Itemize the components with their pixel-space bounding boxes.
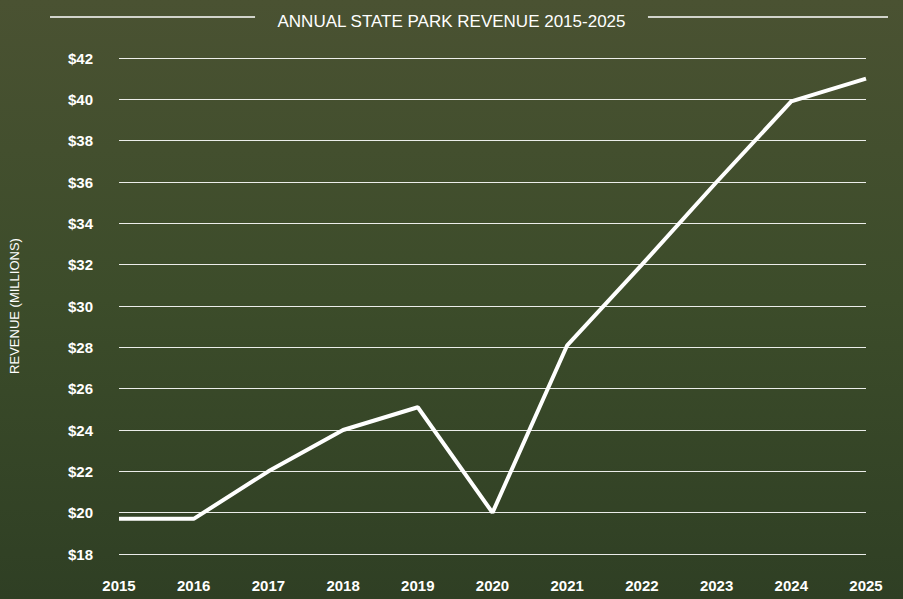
svg-text:$24: $24 [68,422,94,439]
svg-text:2024: 2024 [775,577,809,594]
svg-text:$30: $30 [68,298,93,315]
svg-text:$18: $18 [68,546,93,563]
svg-text:2021: 2021 [551,577,584,594]
svg-text:$34: $34 [68,215,94,232]
svg-text:2022: 2022 [625,577,658,594]
svg-text:2020: 2020 [476,577,509,594]
svg-text:$36: $36 [68,174,93,191]
svg-text:2018: 2018 [326,577,359,594]
svg-text:$26: $26 [68,380,93,397]
svg-text:$40: $40 [68,91,93,108]
svg-text:2016: 2016 [177,577,210,594]
svg-text:2017: 2017 [252,577,285,594]
svg-text:2019: 2019 [401,577,434,594]
svg-text:2023: 2023 [700,577,733,594]
svg-text:$32: $32 [68,256,93,273]
svg-text:REVENUE (MILLIONS): REVENUE (MILLIONS) [7,238,22,374]
svg-text:$28: $28 [68,339,93,356]
svg-text:ANNUAL STATE PARK REVENUE 2015: ANNUAL STATE PARK REVENUE 2015-2025 [277,12,625,31]
svg-text:$42: $42 [68,50,93,67]
svg-text:$22: $22 [68,463,93,480]
svg-text:2015: 2015 [102,577,135,594]
svg-text:$20: $20 [68,504,93,521]
svg-text:2025: 2025 [849,577,882,594]
svg-text:$38: $38 [68,132,93,149]
